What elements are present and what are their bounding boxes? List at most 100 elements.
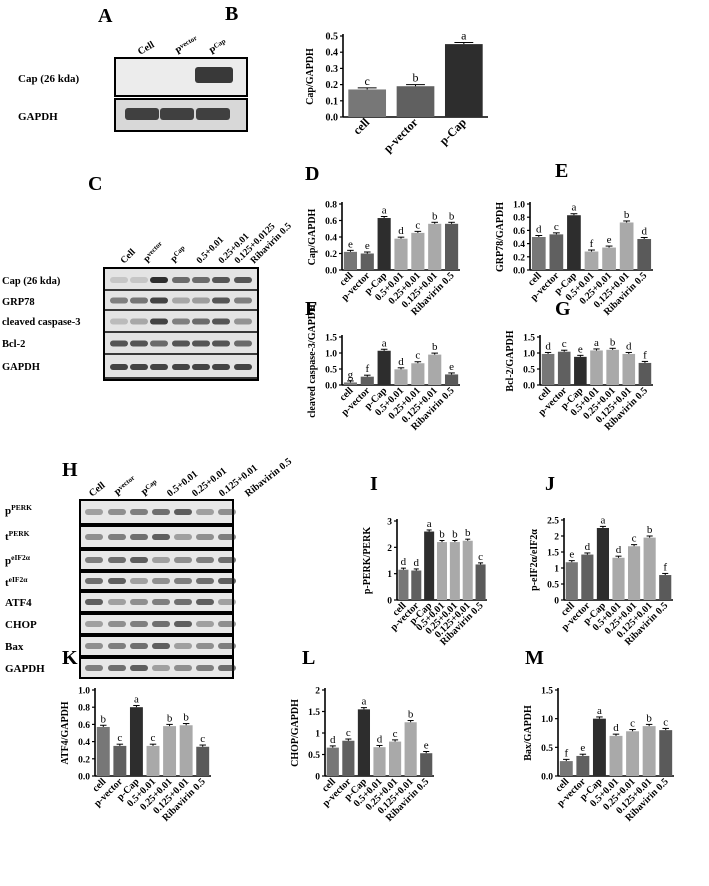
y-tick-label: 0.8 (78, 704, 90, 714)
lane-label: Pvector (173, 34, 201, 58)
y-tick-label: 0.8 (513, 214, 525, 224)
bar-I-6 (475, 564, 486, 600)
bar-E-6 (637, 238, 652, 270)
y-tick-label: 2 (315, 687, 320, 697)
sig-letter: c (630, 718, 635, 730)
blot-band (192, 318, 210, 325)
blot-band (218, 599, 236, 605)
bar-F-3 (394, 369, 408, 385)
bar-K-0 (96, 726, 110, 776)
blot-band (212, 340, 230, 347)
bar-J-4 (627, 546, 641, 600)
blot-band (130, 557, 148, 563)
sig-letter: c (478, 551, 483, 563)
y-tick-label: 0.2 (513, 253, 525, 263)
band-cap (195, 67, 233, 83)
blot-band (174, 643, 192, 649)
panel-label-M: M (525, 647, 544, 669)
bar-F-2 (377, 350, 391, 385)
bar-J-1 (581, 554, 594, 600)
bar-M-6 (659, 730, 673, 776)
y-tick-label: 1.0 (325, 350, 337, 360)
sig-letter: e (449, 361, 454, 373)
sig-letter: f (663, 561, 667, 573)
bar-I-2 (424, 531, 435, 600)
sig-letter: e (580, 742, 585, 754)
row-label: Bax (5, 641, 24, 653)
bar-L-4 (388, 741, 402, 776)
bar-M-1 (576, 755, 590, 776)
lane-label: PCap (207, 37, 230, 58)
y-tick-label: 0.5 (325, 366, 337, 376)
sig-letter: a (427, 518, 432, 530)
blot-band (174, 557, 192, 563)
blot-band (196, 557, 214, 563)
bar-F-1 (360, 376, 374, 385)
bar-L-2 (357, 709, 371, 776)
blot-band (212, 277, 230, 283)
bar-J-5 (643, 537, 656, 600)
blot-band (174, 534, 192, 540)
blot-band (108, 557, 126, 563)
sig-letter: e (348, 238, 353, 250)
blot-band (192, 364, 210, 370)
sig-letter: b (413, 71, 419, 85)
bar-L-0 (326, 747, 339, 776)
sig-letter: a (571, 202, 576, 214)
row-label: Cap (26 kda) (18, 73, 79, 85)
bar-B-1 (396, 86, 435, 117)
y-axis-title: Cap/GAPDH (307, 208, 318, 265)
y-tick-label: 0.0 (541, 773, 553, 783)
sig-letter: c (562, 338, 567, 350)
sig-letter: f (643, 349, 647, 361)
bar-I-1 (411, 570, 422, 600)
y-tick-label: 0.5 (541, 744, 553, 754)
blot-band (152, 643, 170, 649)
sig-letter: e (569, 549, 574, 561)
blot-band (130, 509, 148, 515)
y-tick-label: 0.4 (325, 234, 337, 244)
blot-band (130, 599, 148, 605)
blot-band (196, 643, 214, 649)
y-tick-label: 0.2 (78, 755, 90, 765)
blot-band (85, 557, 103, 563)
y-tick-label: 0.6 (78, 721, 90, 731)
bar-M-3 (609, 735, 623, 776)
bar-G-1 (557, 351, 571, 385)
sig-letter: b (432, 341, 438, 353)
lane-label: PCap (139, 478, 162, 500)
bar-F-5 (428, 354, 442, 385)
bar-K-5 (179, 725, 193, 776)
sig-letter: d (330, 734, 336, 746)
blot-box (103, 267, 259, 381)
bar-G-4 (606, 349, 619, 385)
bar-B-0 (348, 89, 387, 117)
row-label: Bcl-2 (2, 339, 25, 350)
row-label: CHOP (5, 619, 37, 631)
sig-letter: a (600, 514, 605, 526)
y-axis-title: Cap/GAPDH (305, 48, 316, 105)
bar-K-6 (196, 746, 210, 776)
bar-J-0 (565, 562, 578, 600)
sig-letter: c (346, 727, 351, 739)
chart-panel-J: J00.511.522.5p-eIF2α/eIF2α ecelldp-vector… (529, 473, 673, 648)
y-tick-label: 0.0 (78, 773, 90, 783)
row-label: ATF4 (5, 597, 32, 609)
y-tick-label: 1.0 (78, 687, 90, 697)
sig-letter: c (365, 74, 370, 88)
chart-panel-B: B 0.0 0.1 0.2 0.3 0.4 0.5 Cap/GAPDH c cell b p-vect… (225, 3, 488, 155)
band-gapdh (196, 108, 230, 120)
blot-band (85, 599, 103, 605)
blot-band (108, 534, 126, 540)
y-tick-label: 0 (315, 773, 320, 783)
sig-letter: d (545, 340, 551, 352)
y-tick-label: 1.5 (325, 334, 337, 344)
bar-I-5 (462, 540, 473, 600)
blot-band (172, 340, 190, 347)
y-tick-label: 0.0 (325, 267, 337, 277)
y-tick-label: 3 (387, 518, 392, 528)
blot-band (196, 578, 214, 584)
